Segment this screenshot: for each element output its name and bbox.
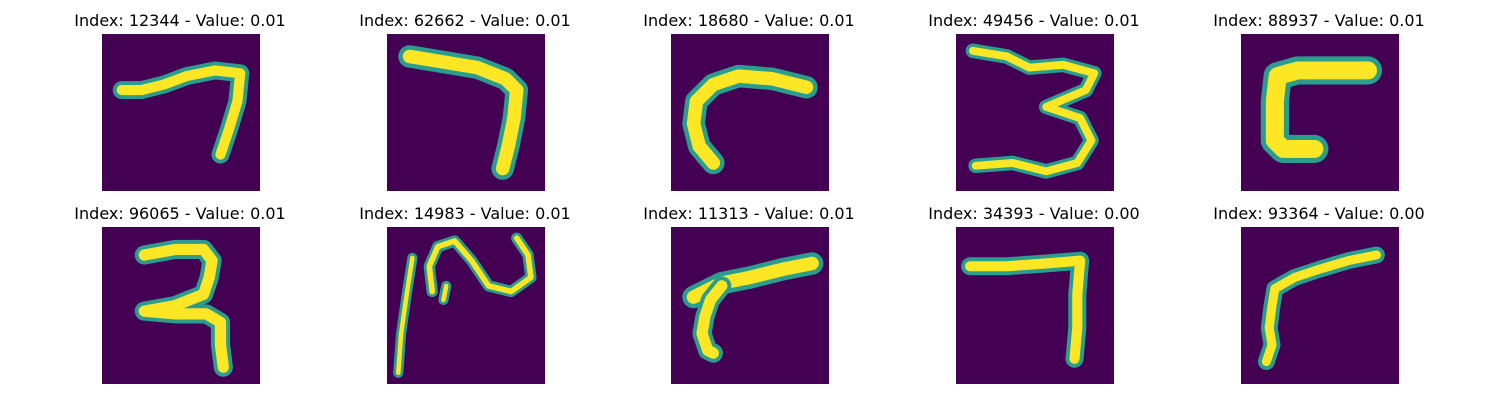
panel-title: Index: 88937 - Value: 0.01 — [1213, 11, 1425, 30]
glyph-c-block — [1260, 56, 1383, 163]
panel-title: Index: 93364 - Value: 0.00 — [1213, 204, 1425, 223]
glyph-hook — [682, 64, 818, 175]
panel-9: Index: 34393 - Value: 0.00 — [914, 204, 1154, 394]
panel-8: Index: 11313 - Value: 0.01 — [629, 204, 869, 394]
glyph-squiggle — [393, 232, 537, 378]
digit-image — [1241, 227, 1399, 384]
panel-title: Index: 49456 - Value: 0.01 — [928, 11, 1140, 30]
glyph-seven-square — [961, 251, 1090, 368]
digit-image — [102, 227, 260, 384]
panel-1: Index: 12344 - Value: 0.01 — [60, 11, 300, 201]
panel-title: Index: 62662 - Value: 0.01 — [359, 11, 571, 30]
glyph-seven-bold — [398, 45, 529, 180]
panel-title: Index: 34393 - Value: 0.00 — [928, 204, 1140, 223]
panel-title: Index: 12344 - Value: 0.01 — [74, 11, 286, 30]
panel-5: Index: 88937 - Value: 0.01 — [1199, 11, 1439, 201]
digit-image — [387, 34, 545, 191]
digit-image — [671, 34, 829, 191]
digit-image — [387, 227, 545, 384]
panel-10: Index: 93364 - Value: 0.00 — [1199, 204, 1439, 394]
digit-image — [1241, 34, 1399, 191]
glyph-three — [965, 43, 1102, 179]
glyph-seven-looped — [134, 239, 233, 377]
panel-7: Index: 14983 - Value: 0.01 — [345, 204, 585, 394]
glyph-seven-slant — [1257, 246, 1385, 370]
glyph-angled-seven — [682, 252, 824, 363]
panel-2: Index: 62662 - Value: 0.01 — [345, 11, 585, 201]
panel-title: Index: 18680 - Value: 0.01 — [643, 11, 855, 30]
panel-title: Index: 11313 - Value: 0.01 — [643, 204, 855, 223]
digit-image — [102, 34, 260, 191]
panel-6: Index: 96065 - Value: 0.01 — [60, 204, 300, 394]
digit-image — [956, 34, 1114, 191]
panel-4: Index: 49456 - Value: 0.01 — [914, 11, 1154, 201]
digit-image — [671, 227, 829, 384]
panel-title: Index: 14983 - Value: 0.01 — [359, 204, 571, 223]
panel-title: Index: 96065 - Value: 0.01 — [74, 204, 286, 223]
glyph-seven-loose — [112, 61, 250, 164]
panel-3: Index: 18680 - Value: 0.01 — [629, 11, 869, 201]
digit-image — [956, 227, 1114, 384]
